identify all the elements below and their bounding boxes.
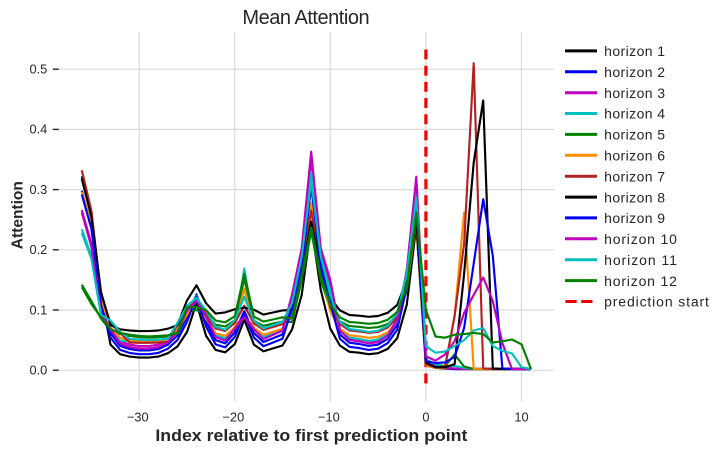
svg-text:0.2: 0.2 (30, 242, 48, 257)
svg-text:horizon 9: horizon 9 (604, 210, 665, 226)
svg-text:horizon 6: horizon 6 (604, 148, 665, 164)
svg-text:0.3: 0.3 (30, 182, 48, 197)
svg-text:−10: −10 (318, 410, 340, 425)
svg-text:horizon 11: horizon 11 (604, 252, 677, 268)
svg-text:horizon 5: horizon 5 (604, 127, 665, 143)
svg-text:0.4: 0.4 (30, 122, 48, 137)
svg-text:0.5: 0.5 (30, 62, 48, 77)
svg-text:Mean Attention: Mean Attention (242, 7, 369, 29)
svg-text:0: 0 (422, 410, 429, 425)
svg-text:Attention: Attention (9, 181, 26, 249)
svg-text:prediction start: prediction start (604, 294, 709, 310)
svg-text:horizon 3: horizon 3 (604, 85, 665, 101)
svg-text:horizon 8: horizon 8 (604, 189, 665, 205)
svg-text:horizon 10: horizon 10 (604, 231, 677, 247)
svg-text:horizon 12: horizon 12 (604, 273, 677, 289)
svg-text:horizon 1: horizon 1 (604, 43, 665, 59)
svg-text:horizon 4: horizon 4 (604, 106, 665, 122)
svg-text:−30: −30 (127, 410, 149, 425)
svg-text:horizon 2: horizon 2 (604, 64, 665, 80)
svg-text:horizon 7: horizon 7 (604, 168, 665, 184)
svg-text:0.1: 0.1 (30, 302, 48, 317)
svg-text:−20: −20 (223, 410, 245, 425)
svg-text:10: 10 (514, 410, 528, 425)
svg-text:0.0: 0.0 (30, 363, 48, 378)
svg-text:Index relative to first predic: Index relative to first prediction point (155, 427, 468, 445)
